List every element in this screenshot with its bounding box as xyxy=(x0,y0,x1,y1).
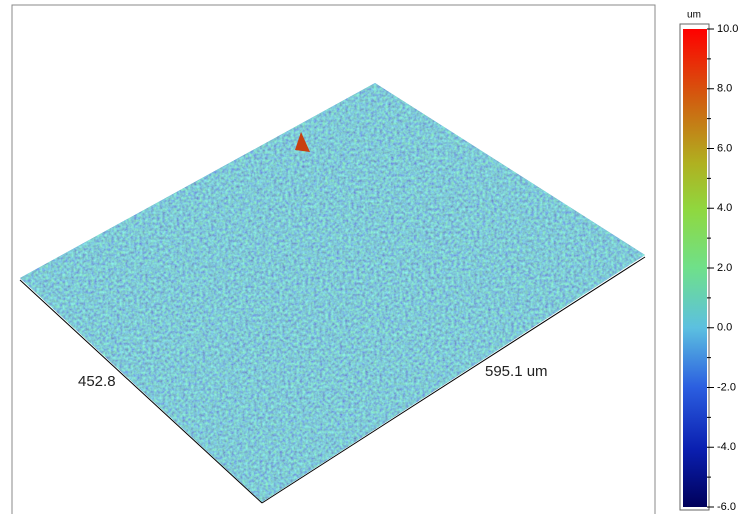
colorbar-tick-label: -2.0 xyxy=(717,381,736,393)
axis-edge xyxy=(19,279,263,504)
colorbar xyxy=(683,29,707,507)
colorbar-tick-label: 2.0 xyxy=(717,262,732,274)
x-axis-label: 595.1 um xyxy=(485,363,548,380)
axis-edge xyxy=(261,256,646,504)
y-axis-label: 452.8 xyxy=(78,373,116,390)
colorbar-tick-label: -6.0 xyxy=(717,501,736,513)
colorbar-tick-label: 8.0 xyxy=(717,83,732,95)
colorbar-tick-label: 6.0 xyxy=(717,142,732,154)
colorbar-tick-label: 0.0 xyxy=(717,322,732,334)
colorbar-tick-label: 10.0 xyxy=(717,23,738,35)
colorbar-tick-label: 4.0 xyxy=(717,202,732,214)
surface-peak xyxy=(295,132,310,152)
colorbar-unit: um xyxy=(687,10,701,21)
colorbar-tick-label: -4.0 xyxy=(717,441,736,453)
